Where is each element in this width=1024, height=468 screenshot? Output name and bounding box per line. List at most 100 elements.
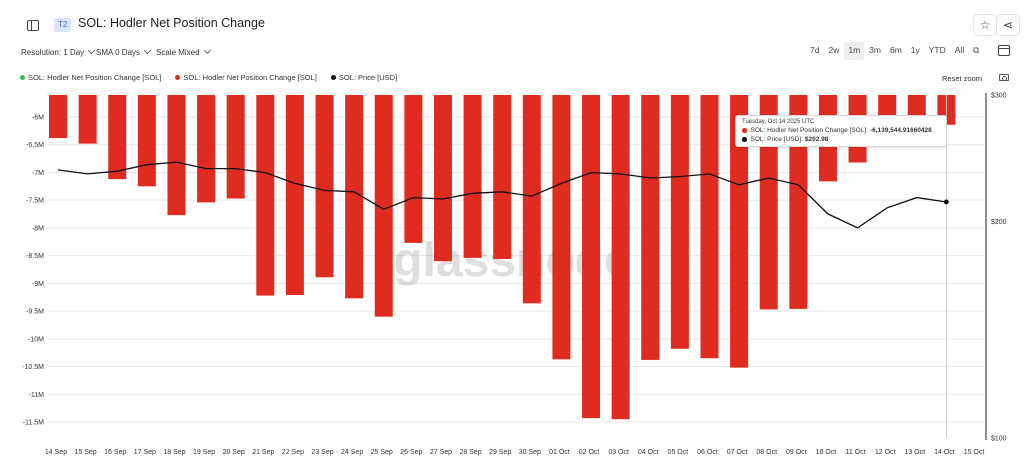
- tooltip-value: -6,139,544.91660428: [869, 127, 932, 134]
- date-range-icon[interactable]: ⧉: [973, 45, 980, 55]
- y-left-tick-label: -8.5M: [26, 253, 44, 260]
- x-tick-label: 30 Sep: [519, 449, 541, 456]
- x-tick-label: 11 Oct: [845, 449, 865, 456]
- bar[interactable]: [759, 95, 778, 310]
- resolution-label: Resolution: 1 Day: [21, 48, 85, 57]
- bar[interactable]: [226, 95, 245, 199]
- range-ytd[interactable]: YTD: [928, 45, 946, 55]
- y-left-tick-label: -8M: [32, 225, 44, 232]
- price-line: [57, 161, 947, 229]
- tooltip-dot: [742, 137, 747, 142]
- bar[interactable]: [789, 95, 808, 309]
- sma-dropdown[interactable]: SMA 0 Days: [96, 46, 152, 57]
- page-title: SOL: Hodler Net Position Change: [78, 16, 265, 30]
- scale-label: Scale Mixed: [156, 48, 200, 57]
- y-left-tick-label: -6.5M: [26, 142, 44, 149]
- x-tick-label: 04 Oct: [638, 449, 659, 456]
- x-tick-label: 23 Sep: [311, 449, 333, 456]
- bar[interactable]: [611, 95, 630, 420]
- range-all[interactable]: All: [954, 45, 965, 55]
- tooltip-label: SOL: Hodler Net Position Change [SOL]:: [750, 127, 868, 134]
- x-tick-label: 14 Sep: [45, 449, 67, 456]
- bar[interactable]: [374, 95, 393, 317]
- bar[interactable]: [345, 95, 364, 299]
- legend-label: SOL: Hodler Net Position Change [SOL]: [28, 72, 162, 82]
- bar[interactable]: [700, 95, 719, 359]
- legend-item[interactable]: SOL: Price [USD]: [330, 71, 397, 83]
- bar[interactable]: [167, 95, 186, 216]
- bar[interactable]: [197, 95, 216, 203]
- chevron-down-icon: [203, 46, 211, 55]
- x-tick-label: 08 Oct: [756, 449, 777, 456]
- bar[interactable]: [641, 95, 660, 360]
- bar[interactable]: [730, 95, 749, 368]
- x-tick-label: 17 Sep: [134, 449, 156, 456]
- range-6m[interactable]: 6m: [889, 45, 902, 55]
- bar[interactable]: [285, 95, 304, 296]
- bar[interactable]: [49, 95, 67, 139]
- x-tick-label: 16 Sep: [104, 449, 126, 456]
- tooltip-label: SOL: Price [USD]:: [750, 136, 803, 143]
- bar[interactable]: [493, 95, 512, 259]
- range-3m[interactable]: 3m: [869, 45, 881, 55]
- y-left-tick-label: -10M: [28, 336, 44, 343]
- sma-label: SMA 0 Days: [96, 48, 141, 57]
- y-left-tick-label: -11.5M: [23, 420, 44, 427]
- x-tick-label: 21 Sep: [252, 449, 274, 456]
- bar[interactable]: [582, 95, 601, 419]
- star-button[interactable]: ☆: [973, 14, 997, 36]
- bar[interactable]: [404, 95, 423, 243]
- chart-controls: Resolution: 1 Day SMA 0 Days Scale Mixed: [0, 46, 1024, 62]
- y-left-tick-label: -9M: [32, 281, 44, 288]
- bar[interactable]: [78, 95, 97, 144]
- bar[interactable]: [552, 95, 571, 360]
- y-right-tick-label: $200: [991, 219, 1007, 226]
- y-right-tick-label: $300: [991, 93, 1007, 100]
- legend-item[interactable]: SOL: Hodler Net Position Change [SOL]: [175, 71, 317, 83]
- x-tick-label: 27 Sep: [430, 449, 452, 456]
- x-tick-label: 15 Sep: [75, 449, 97, 456]
- x-tick-label: 14 Oct: [934, 449, 955, 456]
- sidebar-toggle-icon: [27, 19, 39, 31]
- x-tick-label: 20 Sep: [223, 449, 245, 456]
- calendar-icon[interactable]: [998, 45, 1010, 56]
- price-point: [943, 199, 949, 205]
- bar[interactable]: [256, 95, 275, 296]
- chevron-down-icon: [88, 46, 96, 55]
- bar[interactable]: [522, 95, 541, 304]
- legend-item[interactable]: SOL: Hodler Net Position Change [SOL]: [20, 71, 161, 83]
- chart-legend: SOL: Hodler Net Position Change [SOL] SOL…: [20, 71, 411, 83]
- share-button[interactable]: ⋖: [996, 14, 1020, 36]
- range-7d[interactable]: 7d: [810, 45, 820, 55]
- bar[interactable]: [463, 95, 482, 258]
- legend-dot: [20, 74, 25, 80]
- range-2w[interactable]: 2w: [828, 45, 840, 55]
- tooltip-dot: [742, 128, 747, 133]
- camera-icon[interactable]: [999, 74, 1009, 81]
- reset-zoom-button[interactable]: Reset zoom: [942, 74, 983, 83]
- legend-label: SOL: Hodler Net Position Change [SOL]: [183, 72, 317, 82]
- x-tick-label: 01 Oct: [549, 449, 570, 456]
- y-left-tick-label: -7.5M: [26, 198, 44, 205]
- scale-dropdown[interactable]: Scale Mixed: [156, 46, 211, 57]
- x-tick-label: 13 Oct: [904, 449, 925, 456]
- chart-header: T2 SOL: Hodler Net Position Change ☆ ⋖: [0, 0, 1024, 44]
- range-1m[interactable]: 1m: [844, 42, 865, 60]
- bar[interactable]: [108, 95, 127, 180]
- x-tick-label: 05 Oct: [668, 449, 689, 456]
- bar[interactable]: [137, 95, 156, 187]
- x-tick-label: 09 Oct: [786, 449, 807, 456]
- bar[interactable]: [433, 95, 452, 262]
- x-tick-label: 25 Sep: [371, 449, 393, 456]
- bar[interactable]: [670, 95, 689, 349]
- sidebar-toggle-button[interactable]: [22, 15, 44, 35]
- legend-dot: [330, 74, 336, 80]
- x-tick-label: 24 Sep: [341, 449, 363, 456]
- range-1y[interactable]: 1y: [910, 45, 920, 55]
- bar[interactable]: [315, 95, 334, 278]
- x-tick-label: 03 Oct: [608, 449, 629, 456]
- x-tick-label: 15 Oct: [964, 449, 985, 456]
- y-left-tick-label: -11M: [29, 392, 45, 399]
- resolution-dropdown[interactable]: Resolution: 1 Day: [21, 46, 96, 57]
- x-tick-label: 07 Oct: [727, 449, 748, 456]
